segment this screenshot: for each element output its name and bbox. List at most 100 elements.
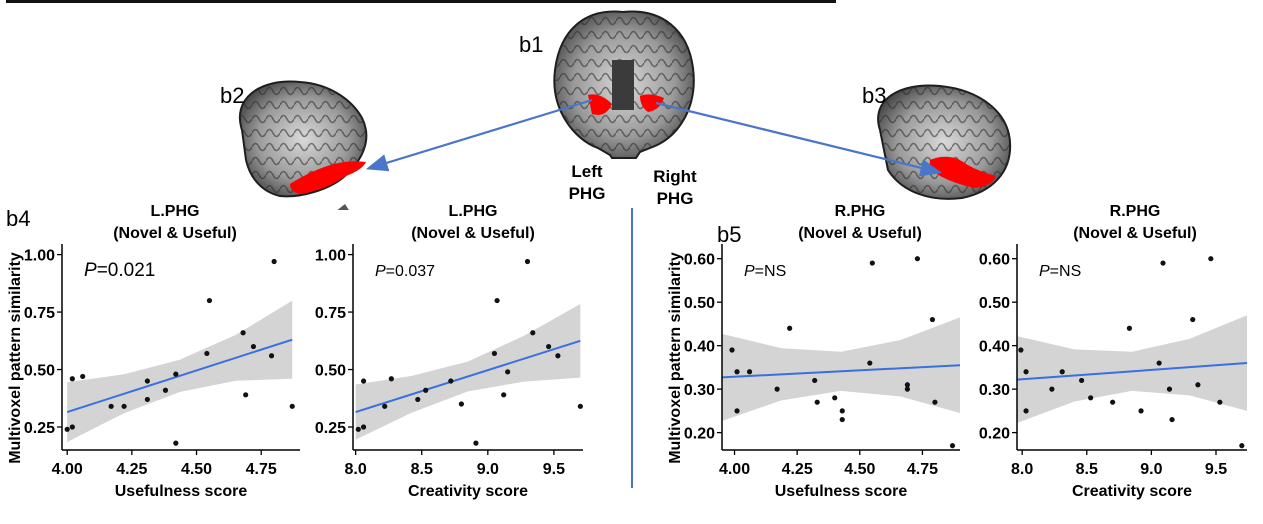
data-point <box>501 392 507 398</box>
data-point <box>1169 416 1175 423</box>
x-tick-label: 9.0 <box>1140 461 1162 478</box>
x-tick-label: 4.00 <box>52 461 83 478</box>
panel-label-b2: b2 <box>220 83 244 108</box>
y-tick-label: 0.40 <box>684 339 715 356</box>
data-point <box>1195 382 1201 388</box>
x-tick-label: 4.50 <box>181 461 212 478</box>
data-point <box>555 353 561 359</box>
section-divider <box>631 208 633 488</box>
data-point <box>932 399 938 405</box>
data-point <box>1156 360 1162 366</box>
data-point <box>80 373 86 380</box>
data-point <box>458 401 464 407</box>
data-point <box>206 297 213 304</box>
data-point <box>1088 395 1094 401</box>
data-point <box>839 416 845 423</box>
data-point <box>1208 256 1214 262</box>
x-tick-label: 4.75 <box>907 461 938 478</box>
regression-line <box>66 338 293 414</box>
data-point <box>388 376 394 382</box>
data-point <box>173 440 179 446</box>
panel-label-b3: b3 <box>862 83 886 108</box>
chart-left-creativity: L.PHG (Novel & Useful) 0.25 0.50 0.75 1.00 8.0… <box>315 203 583 500</box>
x-axis-label: Creativity score <box>408 483 528 500</box>
chart-title-line: (Novel & Useful) <box>411 225 535 242</box>
data-point <box>774 386 780 392</box>
x-axis-label: Usefulness score <box>115 483 248 500</box>
p-value-annotation: P=NS <box>1039 263 1081 280</box>
confidence-band <box>67 300 293 442</box>
y-tick-label: 0.30 <box>979 382 1010 399</box>
data-point <box>240 330 246 336</box>
data-point <box>204 350 210 357</box>
y-tick-label: 0.50 <box>315 363 346 380</box>
data-point <box>121 403 127 409</box>
data-point <box>904 386 910 392</box>
data-point <box>867 360 873 366</box>
chart-right-creativity: R.PHG (Novel & Useful) 0.20 0.30 0.40 0.50 0.6… <box>979 203 1248 500</box>
right-sagittal-image <box>877 84 1012 200</box>
data-point <box>162 387 169 393</box>
data-point <box>494 297 500 304</box>
x-tick-label: 9.5 <box>543 461 565 478</box>
confidence-band <box>355 304 581 440</box>
data-point <box>144 396 150 403</box>
data-point <box>1018 347 1024 353</box>
data-point <box>382 403 388 409</box>
left-phg-arrow <box>365 98 593 172</box>
chart-title-line: (Novel & Useful) <box>798 225 922 242</box>
y-tick-label: 0.25 <box>24 420 55 437</box>
data-point <box>1059 369 1065 375</box>
y-tick-label: 0.60 <box>979 252 1010 269</box>
x-tick-label: 4.25 <box>116 461 147 478</box>
data-point <box>491 350 498 357</box>
x-tick-label: 8.5 <box>1076 461 1098 478</box>
data-point <box>1138 408 1144 414</box>
data-point <box>1079 377 1085 384</box>
data-point <box>415 396 421 403</box>
data-point <box>729 347 735 353</box>
data-point <box>812 377 818 384</box>
y-tick-label: 0.20 <box>979 426 1010 443</box>
data-point <box>577 403 583 409</box>
y-tick-label: 0.30 <box>684 382 715 399</box>
chart-left-usefulness: L.PHG (Novel & Useful) 0.25 0.50 0.75 1.00 4.0… <box>7 203 300 500</box>
y-tick-label: 0.50 <box>684 295 715 312</box>
data-point <box>505 369 511 375</box>
data-point <box>64 426 70 432</box>
data-point <box>250 343 257 350</box>
data-point <box>1126 325 1133 331</box>
y-axis-label: Multivoxel pattern similarity <box>7 252 24 464</box>
x-axis-label: Creativity score <box>1072 483 1192 500</box>
x-tick-label: 4.50 <box>844 461 875 478</box>
data-point <box>1023 369 1029 375</box>
x-tick-label: 4.25 <box>782 461 813 478</box>
y-axis-label: Multivoxel pattern similarity <box>667 252 684 464</box>
y-tick-label: 1.00 <box>24 248 55 265</box>
data-point <box>1110 399 1116 405</box>
brain-figure: b1 b2 b3 <box>220 10 1012 210</box>
data-point <box>423 387 429 393</box>
data-point <box>524 258 531 265</box>
x-tick-label: 9.5 <box>1205 461 1227 478</box>
data-point <box>1239 443 1245 449</box>
chart-title-line: L.PHG <box>449 203 498 220</box>
left-sagittal-image <box>238 80 368 210</box>
chart-title-line: L.PHG <box>151 203 200 220</box>
x-axis-label: Usefulness score <box>775 483 908 500</box>
x-tick-label: 8.0 <box>345 461 367 478</box>
coronal-slice-image <box>553 10 695 159</box>
chart-title-line: R.PHG <box>1110 203 1161 220</box>
y-tick-label: 0.50 <box>24 363 55 380</box>
data-point <box>814 399 820 405</box>
confidence-band <box>722 317 960 421</box>
panel-label-b5: b5 <box>717 222 742 247</box>
data-point <box>271 258 277 265</box>
data-point <box>289 403 295 409</box>
data-point <box>360 378 367 384</box>
data-point <box>108 403 114 409</box>
chart-title-line: (Novel & Useful) <box>113 225 237 242</box>
data-point <box>355 426 361 432</box>
data-point <box>832 395 838 401</box>
x-tick-label: 4.00 <box>719 461 750 478</box>
